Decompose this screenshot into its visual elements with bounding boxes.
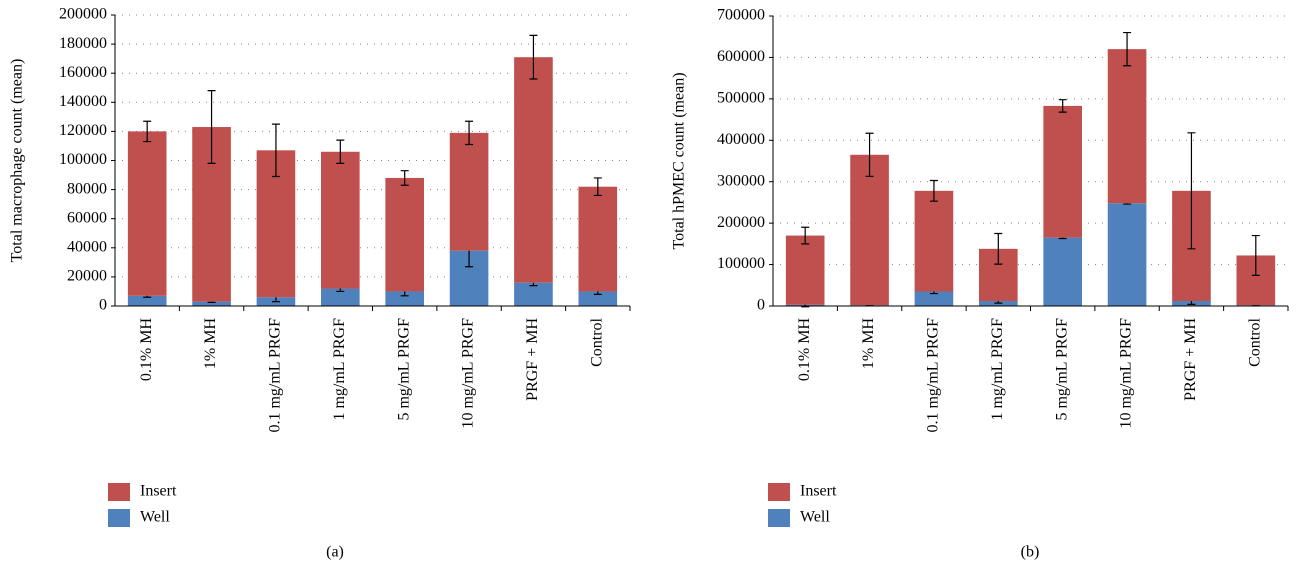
bar-segment: [578, 186, 618, 292]
bar-segment: [578, 291, 618, 306]
y-tick-label: 0: [99, 297, 107, 314]
bar-segment: [321, 288, 360, 306]
bar-segment: [385, 177, 424, 292]
error-bar: [1058, 99, 1067, 113]
y-tick-label: 700000: [717, 7, 765, 24]
legend-label: Well: [800, 509, 830, 526]
bar-segment: [385, 291, 424, 306]
x-tick-label: 1 mg/mL PRGF: [331, 318, 348, 421]
x-tick-label: 1% MH: [202, 318, 219, 370]
bar-segment: [127, 295, 167, 306]
x-tick-label: 5 mg/mL PRGF: [1053, 318, 1070, 421]
legend-swatch: [108, 483, 130, 501]
legend-label: Insert: [800, 483, 837, 500]
error-bar: [143, 120, 152, 143]
y-tick-label: 100000: [717, 255, 765, 272]
y-tick-label: 100000: [59, 151, 107, 168]
bar-segment: [127, 131, 167, 296]
error-bar: [801, 226, 810, 245]
error-bar: [929, 179, 938, 202]
y-tick-label: 400000: [717, 131, 765, 148]
bar-segment: [785, 235, 825, 305]
error-bar: [865, 132, 874, 177]
y-tick-label: 600000: [717, 48, 765, 65]
error-bar: [271, 123, 280, 178]
legend-swatch: [768, 483, 790, 501]
x-tick-label: 0.1% MH: [796, 318, 813, 382]
bar-segment: [1107, 49, 1147, 204]
bar-segment: [321, 151, 360, 289]
bar-segment: [914, 291, 954, 306]
x-tick-label: 1% MH: [860, 318, 877, 370]
error-bar: [400, 170, 409, 186]
x-tick-label: 5 mg/mL PRGF: [395, 318, 412, 421]
bar-segment: [449, 132, 489, 251]
x-tick-label: 0.1 mg/mL PRGF: [267, 318, 284, 433]
error-bar: [994, 232, 1003, 265]
x-tick-label: Control: [1246, 317, 1263, 366]
y-tick-label: 0: [757, 297, 765, 314]
y-tick-label: 300000: [717, 172, 765, 189]
y-tick-label: 500000: [717, 90, 765, 107]
y-axis-label: Total hPMEC count (mean): [671, 72, 688, 249]
caption: (a): [326, 544, 344, 561]
x-tick-label: 0.1% MH: [138, 318, 155, 382]
error-bar: [529, 34, 538, 80]
bar-segment: [850, 154, 889, 306]
legend-swatch: [108, 509, 130, 527]
error-bar: [593, 177, 602, 197]
y-tick-label: 120000: [59, 122, 107, 139]
bar-segment: [1043, 237, 1082, 306]
bar-segment: [514, 57, 553, 283]
bar-segment: [192, 301, 231, 306]
y-tick-label: 200000: [59, 6, 107, 23]
x-tick-label: PRGF + MH: [1182, 318, 1199, 401]
caption: (b): [1021, 544, 1040, 561]
y-tick-label: 20000: [67, 268, 107, 285]
x-tick-label: 10 mg/mL PRGF: [1118, 318, 1135, 429]
bar-segment: [914, 190, 954, 292]
y-tick-label: 140000: [59, 93, 107, 110]
x-tick-label: 0.1 mg/mL PRGF: [925, 318, 942, 433]
x-tick-label: 1 mg/mL PRGF: [989, 318, 1006, 421]
y-tick-label: 40000: [67, 238, 107, 255]
legend-label: Well: [140, 509, 170, 526]
y-tick-label: 180000: [59, 35, 107, 52]
y-tick-label: 200000: [717, 214, 765, 231]
y-tick-label: 80000: [67, 180, 107, 197]
bar-segment: [1107, 203, 1147, 306]
y-tick-label: 160000: [59, 64, 107, 81]
y-tick-label: 60000: [67, 209, 107, 226]
error-bar: [1187, 132, 1196, 250]
legend-swatch: [768, 509, 790, 527]
bar-segment: [1043, 105, 1082, 238]
error-bar: [465, 120, 474, 146]
error-bar: [336, 139, 345, 165]
x-tick-label: Control: [588, 317, 605, 366]
error-bar: [1251, 234, 1260, 276]
error-bar: [207, 90, 216, 165]
x-tick-label: PRGF + MH: [524, 318, 541, 401]
x-tick-label: 10 mg/mL PRGF: [460, 318, 477, 429]
legend-label: Insert: [140, 483, 177, 500]
error-bar: [1123, 31, 1132, 67]
bar-segment: [514, 282, 553, 306]
y-axis-label: Total macrophage count (mean): [9, 59, 26, 263]
